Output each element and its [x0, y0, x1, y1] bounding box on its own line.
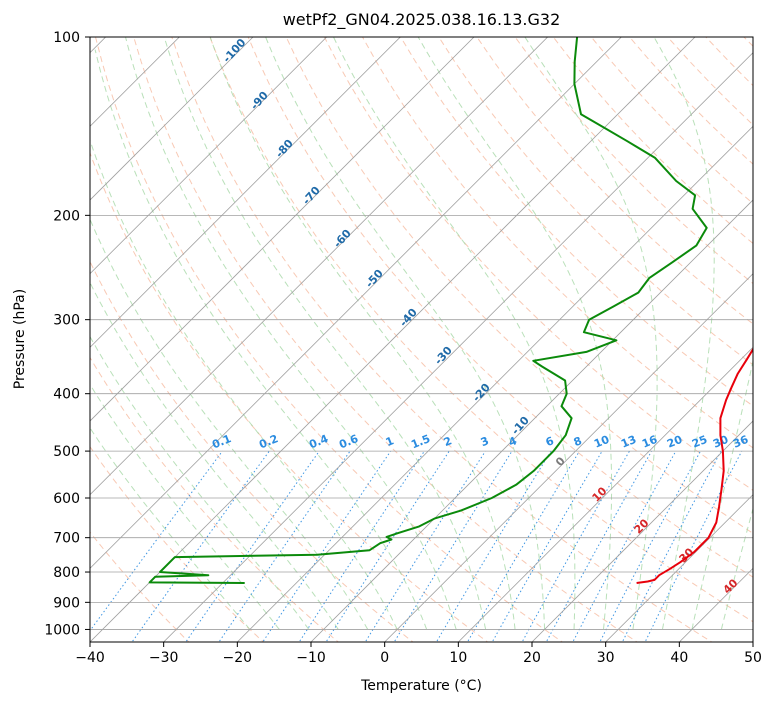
moist-adiabat-label: 20 — [632, 516, 652, 536]
x-tick-label: 50 — [744, 650, 762, 666]
dry-adiabat-label: -20 — [470, 381, 493, 405]
x-tick-label: −40 — [75, 650, 105, 666]
isotherm — [530, 24, 775, 645]
dry-adiabat — [515, 37, 775, 644]
mixing-ratio-line — [80, 451, 222, 644]
x-tick-label: 40 — [670, 650, 688, 666]
dry-adiabat-label: -100 — [220, 36, 248, 65]
dry-adiabat — [744, 37, 775, 644]
dry-adiabat — [0, 37, 191, 644]
mixing-ratio-label: 2 — [442, 434, 454, 449]
x-tick-label: 0 — [380, 650, 389, 666]
moist-adiabat-label: 10 — [590, 484, 610, 504]
dry-adiabat-label: -80 — [273, 137, 296, 161]
x-tick-label: 30 — [597, 650, 615, 666]
mixing-ratio-label: 16 — [640, 433, 659, 451]
mixing-ratio-line — [435, 451, 551, 644]
dry-adiabat — [134, 37, 641, 644]
moist-adiabat — [327, 24, 575, 630]
background-lines — [0, 24, 775, 645]
dry-adiabat — [553, 37, 775, 644]
y-tick-label: 400 — [53, 387, 80, 403]
moist-adiabat — [95, 50, 427, 630]
moist-adiabat — [29, 114, 339, 629]
dry-adiabat — [0, 37, 266, 644]
isotherm — [751, 24, 775, 645]
isotherm — [0, 24, 266, 645]
dry-adiabat-label: 0 — [553, 454, 568, 469]
mixing-ratio-label: 8 — [572, 434, 584, 449]
moist-adiabat — [206, 24, 515, 630]
dry-adiabat-label: -30 — [432, 344, 455, 368]
mixing-ratio-label: 13 — [619, 433, 638, 451]
y-tick-label: 800 — [53, 565, 80, 581]
mixing-ratio-line — [572, 451, 676, 644]
dry-adiabat — [363, 37, 775, 644]
x-tick-label: 10 — [449, 650, 467, 666]
x-tick-label: −30 — [149, 650, 179, 666]
mixing-ratio-label: 36 — [731, 433, 750, 451]
moist-adiabat — [721, 24, 775, 630]
x-tick-label: 20 — [523, 650, 541, 666]
mixing-ratio-label: 0.4 — [307, 432, 330, 451]
y-tick-label: 100 — [53, 30, 80, 46]
dry-adiabat-label: -50 — [363, 267, 386, 291]
mixing-ratio-line — [325, 451, 450, 644]
y-tick-label: 1000 — [44, 622, 80, 638]
y-tick-label: 700 — [53, 531, 80, 547]
moist-adiabat — [49, 94, 368, 629]
y-tick-label: 300 — [53, 313, 80, 329]
moist-adiabat — [0, 174, 250, 630]
isotherm — [14, 24, 635, 645]
y-axis-label: Pressure (hPa) — [12, 289, 28, 389]
y-tick-label: 200 — [53, 208, 80, 224]
mixing-ratio-label: 3 — [479, 434, 491, 449]
x-tick-label: −20 — [223, 650, 253, 666]
mixing-ratio-label: 25 — [690, 433, 709, 451]
dry-adiabat — [172, 37, 716, 644]
dry-adiabat-label: -40 — [397, 306, 420, 330]
dry-adiabat-label: -60 — [331, 227, 354, 251]
y-tick-label: 600 — [53, 491, 80, 507]
mixing-ratio-label: 6 — [544, 434, 556, 449]
plot-frame — [90, 37, 753, 642]
chart-title: wetPf2_GN04.2025.038.16.13.G32 — [90, 10, 753, 29]
mixing-ratio-label: 20 — [665, 433, 684, 451]
x-tick-label: −10 — [296, 650, 326, 666]
dry-adiabat — [324, 37, 775, 644]
isotherm — [0, 24, 193, 645]
mixing-ratio-label: 1.5 — [409, 432, 432, 451]
mixing-ratio-line — [644, 451, 742, 644]
x-axis-label: Temperature (°C) — [90, 678, 753, 694]
dry-adiabat — [439, 37, 775, 644]
dry-adiabat-label: -90 — [248, 89, 271, 113]
mixing-ratio-label: 1 — [384, 434, 396, 449]
y-tick-label: 900 — [53, 595, 80, 611]
mixing-ratio-line — [364, 451, 486, 644]
dry-adiabat — [477, 37, 775, 644]
dry-adiabat — [57, 37, 491, 644]
mixing-ratio-label: 0.1 — [210, 432, 233, 451]
isotherm — [0, 24, 487, 645]
mixing-ratio-label: 10 — [592, 433, 611, 451]
y-tick-label: 500 — [53, 444, 80, 460]
dry-adiabat-label: -70 — [300, 184, 323, 208]
isotherm — [88, 24, 709, 645]
moist-adiabat-label: 40 — [721, 576, 741, 596]
